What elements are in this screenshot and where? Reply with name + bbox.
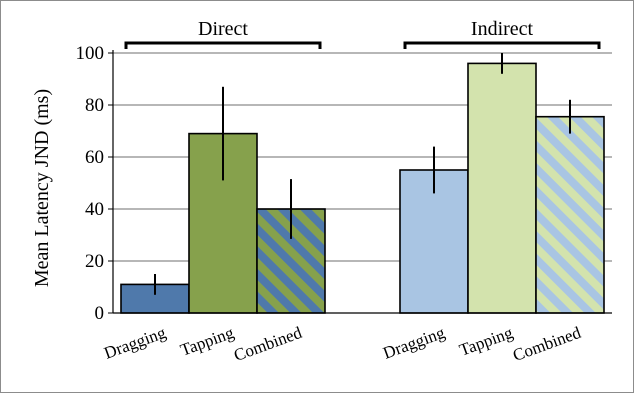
y-tick-label: 40	[85, 199, 104, 220]
y-tick-label: 20	[85, 251, 104, 272]
group-bracket	[124, 41, 322, 49]
bar-indirect-tapping	[467, 62, 537, 314]
y-tick-label: 0	[95, 303, 105, 324]
y-tick-label: 100	[76, 43, 105, 64]
category-label: Combined	[510, 323, 584, 365]
category-label: Combined	[231, 323, 305, 365]
category-label: Dragging	[381, 323, 448, 363]
category-label: Tapping	[457, 323, 516, 360]
bar-indirect-combined	[535, 115, 605, 314]
category-label: Tapping	[178, 323, 237, 360]
y-axis-title: Mean Latency JND (ms)	[31, 89, 53, 287]
group-label: Direct	[198, 18, 248, 40]
group-label: Indirect	[471, 18, 534, 40]
y-tick-label: 60	[85, 147, 104, 168]
group-bracket	[403, 41, 601, 49]
category-label: Dragging	[102, 323, 169, 363]
y-tick-label: 80	[85, 95, 104, 116]
axes	[108, 50, 612, 314]
bars	[120, 53, 605, 314]
